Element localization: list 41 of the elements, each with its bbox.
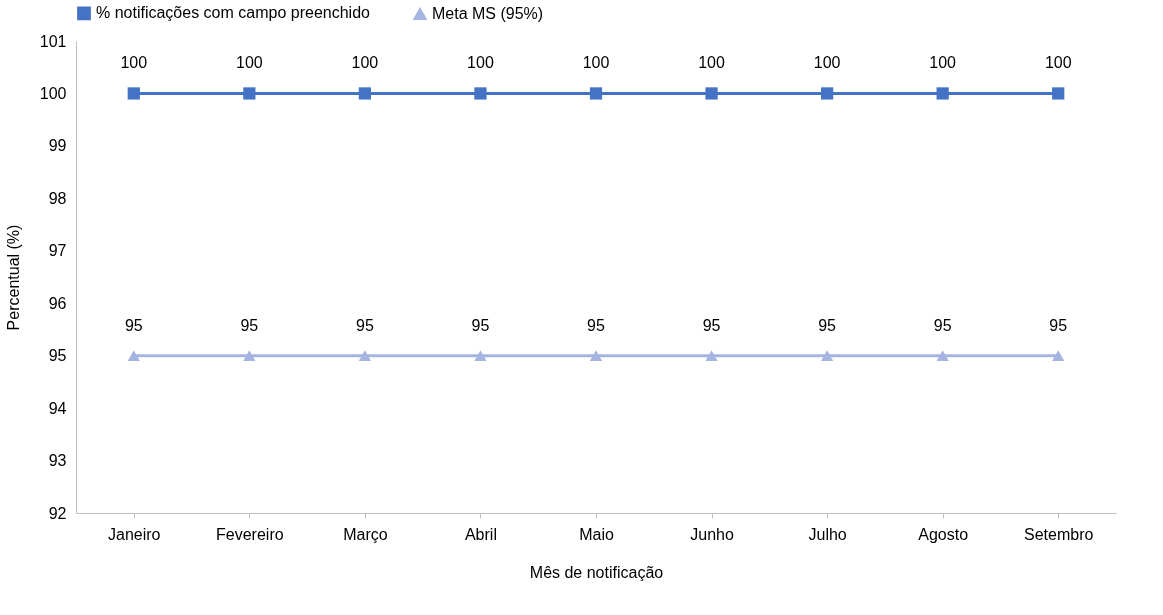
x-tick-label: Janeiro [108, 525, 161, 543]
x-axis-title: Mês de notificação [529, 563, 664, 581]
x-tick-label: Março [343, 525, 388, 543]
data-label: 100 [235, 54, 263, 72]
data-label: 95 [355, 316, 374, 334]
data-label: 95 [702, 316, 721, 334]
x-tick-label: Junho [690, 525, 734, 543]
legend-label: % notificações com campo preenchido [96, 4, 371, 22]
data-label: 95 [240, 316, 259, 334]
data-label: 95 [818, 316, 837, 334]
data-label: 100 [467, 54, 494, 72]
y-tick-label: 95 [48, 347, 67, 365]
data-label: 100 [1044, 54, 1072, 72]
data-label: 95 [933, 316, 952, 334]
data-label: 95 [471, 316, 490, 334]
data-label: 100 [929, 54, 957, 72]
y-tick-label: 92 [48, 504, 67, 522]
y-tick-label: 93 [48, 452, 67, 470]
legend-label: Meta MS (95%) [432, 4, 544, 22]
y-tick-label: 99 [48, 137, 67, 155]
x-tick-label: Maio [579, 525, 614, 543]
y-tick-label: 97 [48, 242, 67, 260]
data-label: 100 [120, 54, 148, 72]
data-label: 95 [587, 316, 605, 334]
y-tick-label: 100 [39, 84, 67, 102]
x-tick-label: Fevereiro [216, 525, 284, 543]
data-label: 100 [813, 54, 841, 72]
y-tick-label: 96 [48, 294, 67, 312]
x-tick-label: Agosto [918, 525, 969, 543]
data-label: 100 [582, 54, 610, 72]
y-axis-title: Percentual (%) [4, 224, 22, 331]
data-label: 100 [698, 54, 725, 72]
y-tick-label: 94 [48, 399, 67, 417]
x-tick-label: Julho [808, 525, 847, 543]
data-label: 95 [124, 316, 143, 334]
y-tick-label: 101 [39, 32, 67, 50]
y-tick-label: 98 [48, 189, 67, 207]
data-label: 100 [351, 54, 379, 72]
x-tick-label: Setembro [1024, 525, 1094, 543]
x-tick-label: Abril [464, 525, 497, 543]
data-label: 95 [1049, 316, 1068, 334]
